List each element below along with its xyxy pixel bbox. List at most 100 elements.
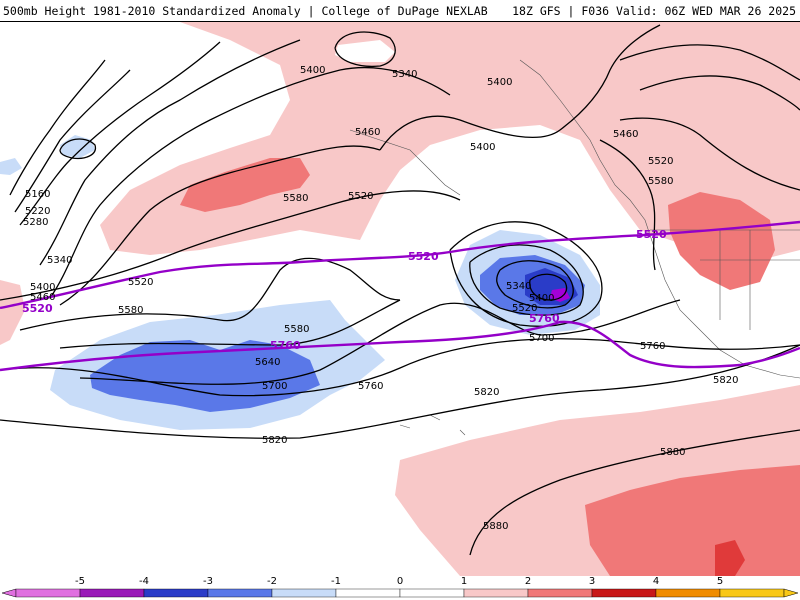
label-5460: 5460 <box>613 129 638 140</box>
colorbar-segment <box>719 588 785 598</box>
thickness-label-5520: 5520 <box>408 250 439 263</box>
contour-gulf-low-3 <box>496 260 574 309</box>
label-5160: 5160 <box>25 189 50 200</box>
colorbar-segment <box>79 588 145 598</box>
colorbar-segment <box>591 588 657 598</box>
contour-5400 <box>49 66 451 299</box>
positive-anomaly-strong-gulf <box>180 158 310 212</box>
colorbar-segment <box>15 588 81 598</box>
negative-anomaly-gulf-low-extreme <box>550 288 570 302</box>
contour-rockies-1 <box>599 139 656 271</box>
thickness-label-5760: 5760 <box>529 312 560 325</box>
label-5220: 5220 <box>25 206 50 217</box>
colorbar-segment <box>207 588 273 598</box>
thickness-label-5520: 5520 <box>636 228 667 241</box>
contour-gulf-low-4 <box>529 273 568 301</box>
label-5580: 5580 <box>648 176 673 187</box>
colorbar-segment <box>143 588 209 598</box>
label-5700: 5700 <box>529 333 554 344</box>
positive-anomaly-strong-west-us <box>668 192 775 290</box>
colorbar-tick-label: -2 <box>267 576 277 587</box>
contour-alaska-ridge <box>379 24 661 151</box>
contour-arctic-low <box>334 31 396 68</box>
colorbar-tick-label: 5 <box>716 576 724 587</box>
contour-5520 <box>0 190 461 301</box>
label-5400: 5400 <box>487 77 512 88</box>
contour-5160 <box>9 59 106 196</box>
model-valid-time: 18Z GFS | F036 Valid: 06Z WED MAR 26 202… <box>512 4 796 18</box>
label-5820: 5820 <box>262 435 287 446</box>
contour-5880 <box>469 429 800 556</box>
header: 500mb Height 1981-2010 Standardized Anom… <box>0 0 800 22</box>
label-5400: 5400 <box>529 293 554 304</box>
colorbar: -5 -4 -3 -2 -1 0 1 2 3 4 5 <box>0 576 800 600</box>
thickness-contours <box>0 220 800 372</box>
label-5520: 5520 <box>348 191 373 202</box>
contour-arctic-1 <box>619 44 800 81</box>
contour-5220 <box>14 69 131 213</box>
colorbar-segment <box>271 588 337 598</box>
label-5880: 5880 <box>483 521 508 532</box>
label-5400: 5400 <box>30 282 55 293</box>
positive-anomaly-strong-subtropics <box>585 465 800 576</box>
thickness-label-5760: 5760 <box>270 339 301 352</box>
label-5700: 5700 <box>262 381 287 392</box>
colorbar-segment <box>335 588 401 598</box>
negative-anomaly-far-west <box>0 158 22 175</box>
label-5760: 5760 <box>358 381 383 392</box>
colorbar-segment <box>527 588 593 598</box>
thickness-labels: 5520 5520 5520 5760 5760 <box>22 228 667 352</box>
label-5340: 5340 <box>506 281 531 292</box>
colorbar-tick-label: 1 <box>460 576 468 587</box>
label-5340: 5340 <box>392 69 417 80</box>
contour-west-loop <box>59 138 97 160</box>
label-5520: 5520 <box>128 277 153 288</box>
label-5520: 5520 <box>512 303 537 314</box>
colorbar-left-arrow <box>1 588 17 598</box>
positive-anomaly-pos3 <box>715 540 745 576</box>
contour-5460 <box>59 145 381 306</box>
colorbar-right-arrow <box>783 588 799 598</box>
contour-gulf-low-1 <box>449 221 603 327</box>
contour-5580 <box>19 257 401 331</box>
label-5580: 5580 <box>284 324 309 335</box>
thickness-label-5520: 5520 <box>22 302 53 315</box>
colorbar-tick-label: -3 <box>203 576 213 587</box>
label-5460: 5460 <box>355 127 380 138</box>
label-5880: 5880 <box>660 447 685 458</box>
label-5520: 5520 <box>648 156 673 167</box>
label-5580: 5580 <box>283 193 308 204</box>
positive-anomaly-region-alaska-hole <box>335 40 395 62</box>
height-contours <box>0 24 800 556</box>
thickness-5760 <box>0 320 800 372</box>
negative-anomaly-west-pacific-strong <box>90 340 320 412</box>
contour-arctic-2 <box>639 75 800 111</box>
contour-5820 <box>0 344 800 439</box>
colorbar-segment <box>463 588 529 598</box>
label-5400: 5400 <box>300 65 325 76</box>
colorbar-segment <box>399 588 465 598</box>
colorbar-segment <box>655 588 721 598</box>
map-panel: 5400 5340 5400 5460 5400 5460 5520 5580 … <box>0 22 800 576</box>
colorbar-tick-label: -1 <box>331 576 341 587</box>
label-5580: 5580 <box>118 305 143 316</box>
colorbar-tick-label: 0 <box>396 576 404 587</box>
contour-gulf-low-2 <box>469 244 584 316</box>
map-title: 500mb Height 1981-2010 Standardized Anom… <box>3 4 488 18</box>
label-5400: 5400 <box>470 142 495 153</box>
colorbar-tick-label: 3 <box>588 576 596 587</box>
colorbar-strip <box>1 588 799 598</box>
colorbar-tick-label: -4 <box>139 576 149 587</box>
colorbar-tick-label: 4 <box>652 576 660 587</box>
label-5280: 5280 <box>23 217 48 228</box>
anomaly-shading <box>0 22 800 576</box>
thickness-5520 <box>0 220 800 310</box>
colorbar-tick-label: -5 <box>75 576 85 587</box>
label-5820: 5820 <box>713 375 738 386</box>
label-5820: 5820 <box>474 387 499 398</box>
label-5760: 5760 <box>640 341 665 352</box>
positive-anomaly-region-north <box>100 22 800 260</box>
contour-rockies-2 <box>619 117 800 191</box>
contour-5280 <box>19 41 221 226</box>
label-5640: 5640 <box>255 357 280 368</box>
